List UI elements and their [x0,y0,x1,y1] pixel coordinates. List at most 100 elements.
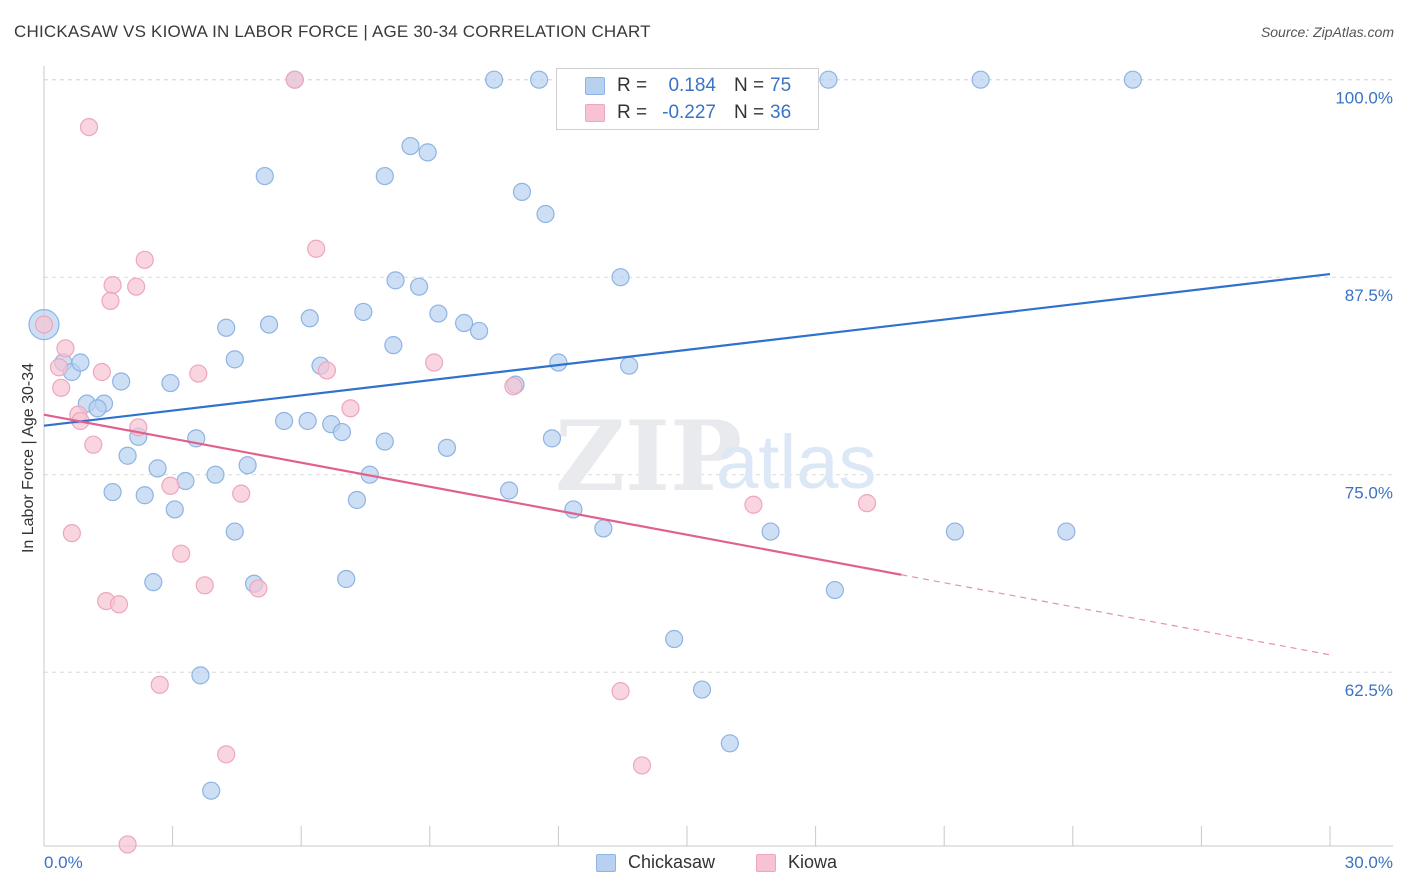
n-value: 75 [770,75,792,96]
chickasaw-point [720,734,739,753]
r-label: R = [617,102,648,123]
r-label: R = [617,75,648,96]
kiowa-point [632,756,652,775]
chickasaw-point [161,373,180,393]
chickasaw-point [217,318,236,337]
chickasaw-point [375,166,394,186]
chickasaw-point [148,459,167,478]
kiowa-point [189,364,208,383]
kiowa-point [232,484,251,503]
x-tick-label: 0.0% [44,853,83,872]
kiowa-point [135,250,154,269]
kiowa-point [109,595,129,614]
kiowa-point [150,675,169,694]
chickasaw-point [454,313,474,333]
chickasaw-point [176,471,195,491]
chickasaw-point [238,456,257,475]
chart-title: CHICKASAW VS KIOWA IN LABOR FORCE | AGE … [14,22,651,41]
chickasaw-point [692,680,712,699]
kiowa-point [56,339,75,358]
kiowa-point [285,70,304,89]
chickasaw-point [332,422,352,442]
y-tick-label: 75.0% [1345,484,1393,503]
chickasaw-point [611,268,630,287]
trend-layer [43,272,1331,656]
chickasaw-point [337,569,356,589]
chickasaw-point [819,70,838,89]
r-value: -0.227 [662,102,716,123]
kiowa-point [307,239,326,258]
chickasaw-point [144,573,163,592]
chickasaw-point [259,315,279,334]
kiowa-trendline [43,413,902,576]
chickasaw-point [469,321,489,341]
chickasaw-trendline [43,272,1331,427]
chickasaw-point [485,70,504,89]
kiowa-point [317,361,337,380]
chickasaw-point [761,522,780,541]
kiowa-swatch [585,104,605,122]
kiowa-point [217,745,236,764]
kiowa-point [127,277,146,296]
legend-label-chickasaw: Chickasaw [628,852,716,872]
chickasaw-point [375,432,394,451]
chickasaw-point [225,350,244,369]
chickasaw-point [945,522,965,541]
chickasaw-point [1123,70,1142,89]
chickasaw-point [354,302,373,322]
watermark-zip: ZIP [555,400,742,513]
axis-layer: 62.5% 75.0% 87.5% 100.0% 0.0% 30.0% [43,66,1393,872]
chickasaw-point [1057,522,1076,541]
kiowa-point [249,579,268,598]
kiowa-point [504,377,523,396]
n-label: N = [734,75,765,96]
chickasaw-point [429,304,448,323]
chickasaw-point [165,500,184,519]
kiowa-point [424,353,444,372]
chickasaw-point [225,522,244,541]
chickasaw-point [620,356,639,375]
chickasaw-point [71,353,90,372]
kiowa-point [34,315,54,334]
watermark: ZIP atlas [555,400,877,513]
chickasaw-point [300,309,319,328]
chickasaw-point [437,438,457,457]
chickasaw-point [418,143,437,162]
y-tick-label: 100.0% [1335,89,1393,108]
source-label: Source: ZipAtlas.com [1260,24,1394,40]
kiowa-point [49,358,69,377]
chickasaw-point [386,271,405,290]
chickasaw-point [274,411,294,431]
kiowa-trendline-extension [901,574,1331,656]
kiowa-point [611,682,630,701]
chickasaw-point [298,411,317,431]
chickasaw-point [536,204,555,224]
kiowa-point [857,494,877,513]
chickasaw-point [347,490,367,510]
chickasaw-point [665,629,684,649]
chickasaw-point [409,277,429,296]
chickasaw-point [384,336,403,355]
chickasaw-point [135,486,154,505]
chickasaw-point [971,70,990,89]
kiowa-point [92,362,111,382]
chickasaw-swatch [596,854,616,872]
chickasaw-point [542,429,562,448]
kiowa-point [744,495,763,514]
chickasaw-point [594,519,613,538]
x-tick-label: 30.0% [1345,853,1393,872]
kiowa-point [195,576,214,595]
kiowa-point [79,117,99,137]
chickasaw-point [118,446,137,465]
kiowa-swatch [756,854,776,872]
chickasaw-swatch [585,77,605,95]
y-tick-label: 87.5% [1345,286,1393,305]
kiowa-point [103,276,122,295]
chickasaw-point [255,166,274,186]
chickasaw-point [202,781,221,800]
kiowa-point [161,476,180,495]
chickasaw-point [206,465,225,484]
kiowa-point [118,835,137,854]
chickasaw-point [88,399,107,418]
